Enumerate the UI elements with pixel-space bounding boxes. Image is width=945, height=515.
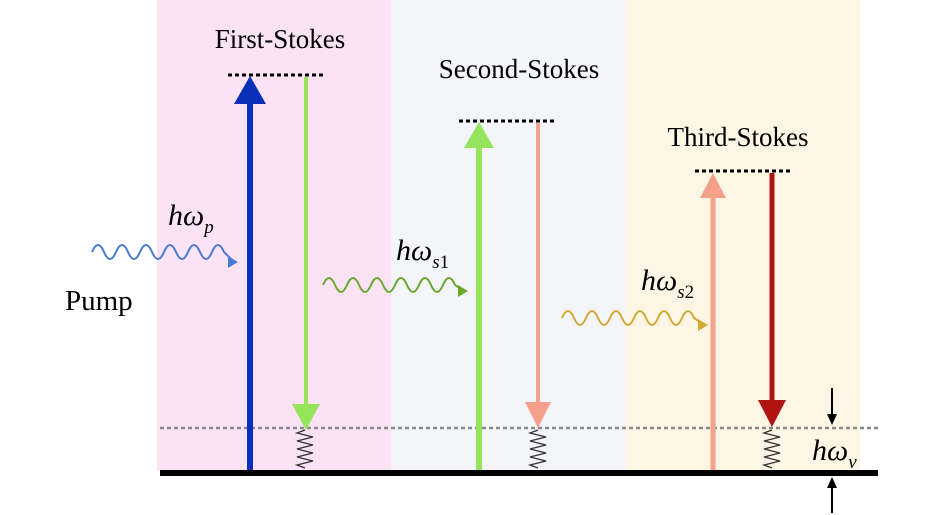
first-stokes-arrow-head [292, 404, 320, 430]
vibration-spring-2 [527, 429, 547, 469]
s2-photon-wave [561, 310, 705, 326]
s2-photon-label: hωs2 [641, 264, 694, 303]
panel-third-stokes-bg [626, 0, 860, 470]
pump-photon-label: hωp [168, 199, 214, 238]
s2-pump-arrow-head [700, 173, 726, 198]
pump-photon-arrowhead [228, 256, 238, 268]
s2-photon-arrowhead [698, 319, 708, 331]
s1-photon-label: hωs1 [396, 234, 449, 273]
vibration-spring-3 [761, 429, 781, 469]
third-stokes-title: Third-Stokes [668, 122, 809, 152]
panel-second-stokes-bg [391, 0, 626, 470]
panel-first-stokes-bg [157, 0, 391, 470]
pump-label: Pump [65, 285, 133, 317]
third-stokes-arrow-head [758, 400, 786, 427]
s1-pump-arrow-head [464, 122, 494, 148]
s1-photon-arrowhead [458, 285, 468, 297]
first-stokes-title: First-Stokes [215, 24, 346, 54]
vibrational-energy-label: hωv [812, 434, 857, 473]
pump-arrow-head [234, 76, 266, 104]
vib-indicator-bottom-arrowhead [827, 477, 837, 488]
second-stokes-arrow-head [525, 402, 551, 428]
second-stokes-title: Second-Stokes [439, 54, 599, 84]
vibration-spring-1 [294, 429, 314, 469]
s1-photon-wave [322, 277, 465, 293]
pump-photon-wave [91, 244, 235, 263]
vib-indicator-top-arrowhead [827, 414, 837, 425]
